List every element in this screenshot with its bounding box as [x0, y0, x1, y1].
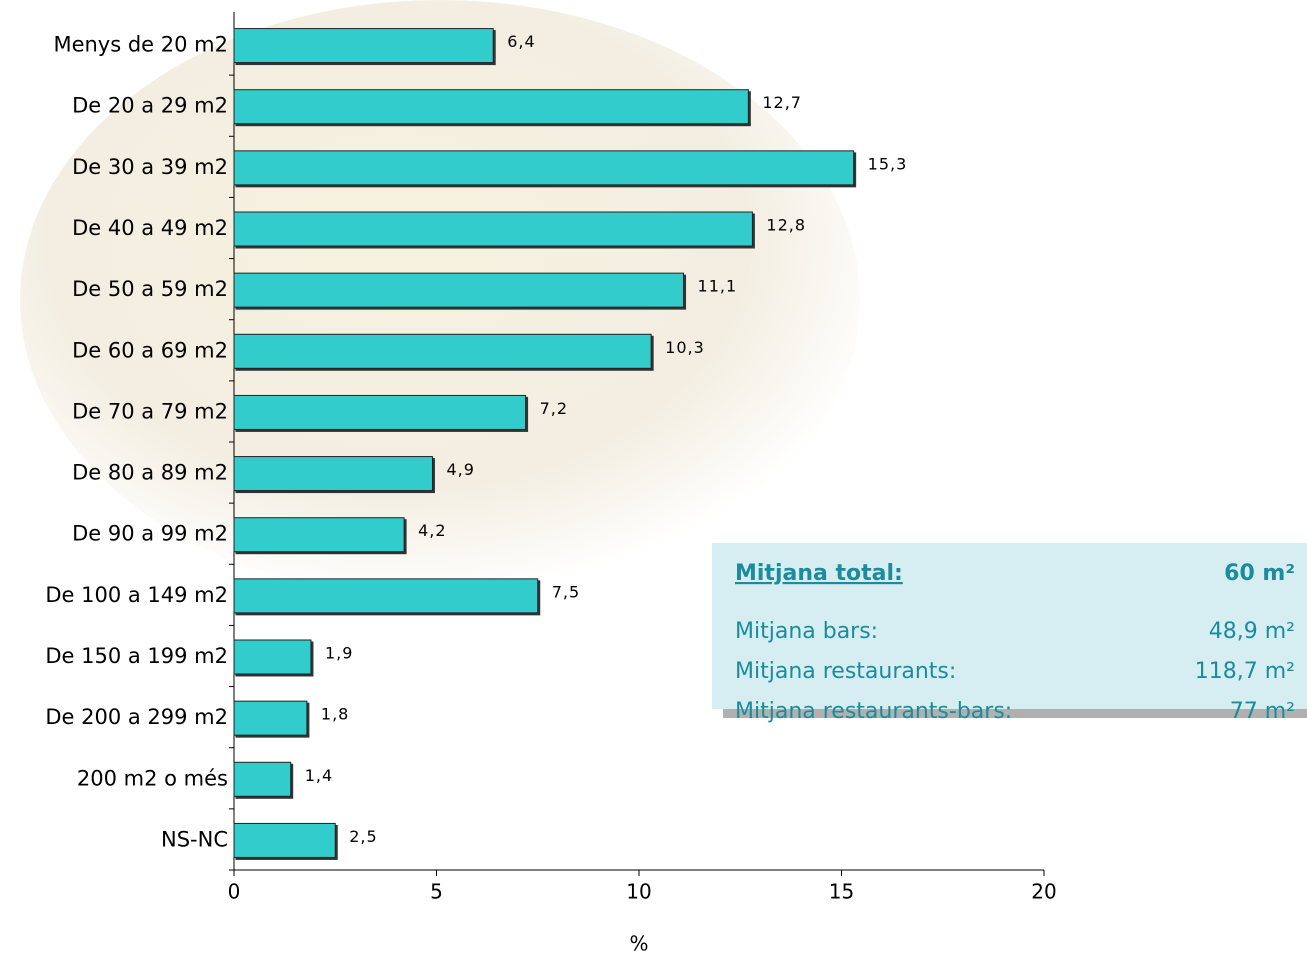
x-axis-label: %: [629, 932, 648, 956]
y-tick-label: Menys de 20 m2: [53, 33, 228, 57]
summary-label: Mitjana bars:: [735, 619, 878, 644]
value-label: 7,2: [540, 399, 568, 418]
bar: [233, 333, 652, 369]
bar: [233, 578, 539, 614]
summary-title: Mitjana total:: [735, 561, 903, 586]
summary-value: 77 m²: [1230, 699, 1295, 724]
y-tick-label: De 30 a 39 m2: [72, 155, 228, 179]
y-tick-label: De 70 a 79 m2: [72, 399, 228, 423]
y-tick-label: De 90 a 99 m2: [72, 522, 228, 546]
value-label: 11,1: [698, 277, 738, 296]
summary-title-value: 60 m²: [1224, 561, 1295, 586]
value-label: 1,8: [321, 705, 349, 724]
value-label: 4,2: [418, 521, 446, 540]
bar: [233, 822, 336, 858]
summary-label: Mitjana restaurants-bars:: [735, 699, 1012, 724]
x-tick-label: 0: [228, 880, 241, 904]
summary-value: 48,9 m²: [1209, 619, 1295, 644]
summary-value: 118,7 m²: [1195, 659, 1295, 684]
x-tick-label: 20: [1031, 880, 1056, 904]
bar: [233, 89, 749, 125]
bar: [233, 456, 433, 492]
bar: [233, 517, 405, 553]
x-tick-label: 15: [829, 880, 854, 904]
y-tick-label: De 80 a 89 m2: [72, 461, 228, 485]
summary-label: Mitjana restaurants:: [735, 659, 956, 684]
value-label: 10,3: [665, 338, 705, 357]
y-tick-label: NS-NC: [161, 827, 228, 851]
value-label: 12,8: [766, 216, 806, 235]
value-label: 4,9: [446, 460, 474, 479]
value-label: 2,5: [349, 827, 377, 846]
bar: [233, 639, 312, 675]
bar: [233, 28, 494, 64]
y-tick-label: De 60 a 69 m2: [72, 338, 228, 362]
value-label: 1,4: [305, 766, 333, 785]
value-label: 1,9: [325, 644, 353, 663]
y-tick-label: De 20 a 29 m2: [72, 94, 228, 118]
y-tick-label: De 200 a 299 m2: [45, 705, 228, 729]
value-label: 15,3: [868, 154, 908, 173]
bar: [233, 150, 855, 186]
y-tick-label: 200 m2 o més: [77, 766, 228, 790]
summary-box: [712, 543, 1307, 709]
bar: [233, 211, 753, 247]
value-label: 7,5: [552, 582, 580, 601]
y-tick-label: De 100 a 149 m2: [45, 583, 228, 607]
bar: [233, 272, 685, 308]
value-label: 6,4: [507, 32, 535, 51]
value-label: 12,7: [762, 93, 802, 112]
y-tick-label: De 50 a 59 m2: [72, 277, 228, 301]
y-tick-label: De 40 a 49 m2: [72, 216, 228, 240]
bar: [233, 700, 308, 736]
y-tick-label: De 150 a 199 m2: [45, 644, 228, 668]
bar: [233, 761, 292, 797]
bar: [233, 394, 527, 430]
x-tick-label: 10: [626, 880, 651, 904]
x-tick-label: 5: [430, 880, 443, 904]
